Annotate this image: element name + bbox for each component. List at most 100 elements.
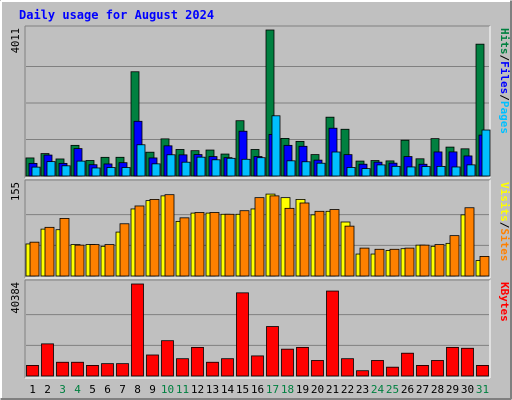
day-label-3: 3	[59, 383, 66, 396]
bar-sites-day-2	[44, 226, 55, 277]
day-label-19: 19	[296, 383, 309, 396]
bar-kbytes-day-2	[41, 343, 54, 377]
day-label-16: 16	[251, 383, 264, 396]
bar-kbytes-day-27	[416, 365, 429, 377]
bar-kbytes-day-11	[176, 358, 189, 377]
axis-max-label: 155	[10, 182, 22, 201]
bar-pages-day-24	[376, 164, 386, 177]
bar-sites-day-11	[179, 217, 190, 277]
bar-pages-day-8	[136, 144, 146, 177]
day-label-22: 22	[341, 383, 354, 396]
bar-pages-day-22	[346, 167, 356, 177]
bar-pages-day-4	[76, 160, 86, 177]
bar-kbytes-day-3	[56, 361, 69, 377]
panel-visits-sites: 155 Visits/Sites	[10, 179, 511, 279]
bar-kbytes-day-12	[191, 346, 204, 377]
bar-sites-day-23	[359, 247, 370, 277]
bar-kbytes-day-29	[446, 346, 459, 377]
bar-kbytes-day-6	[101, 363, 114, 377]
bar-kbytes-day-7	[116, 363, 129, 377]
legend-entry: /	[498, 55, 511, 62]
bar-pages-day-12	[196, 156, 206, 177]
bar-kbytes-day-4	[71, 361, 84, 377]
day-label-31: 31	[476, 383, 489, 396]
day-label-5: 5	[89, 383, 96, 396]
axis-max-label: 40384	[10, 282, 22, 314]
bar-sites-day-17	[269, 195, 280, 277]
bar-kbytes-day-24	[371, 360, 384, 377]
bar-kbytes-day-25	[386, 366, 399, 377]
bar-pages-day-30	[466, 164, 476, 177]
day-label-25: 25	[386, 383, 399, 396]
bar-sites-day-21	[329, 209, 340, 277]
bar-pages-day-18	[286, 160, 296, 177]
legend-entry: /	[498, 222, 511, 229]
day-label-6: 6	[104, 383, 111, 396]
bar-pages-day-25	[391, 165, 401, 177]
series-kbytes	[26, 283, 489, 377]
bar-kbytes-day-21	[326, 290, 339, 377]
bar-sites-day-12	[194, 212, 205, 277]
bar-pages-day-29	[451, 166, 461, 177]
bar-sites-day-16	[254, 197, 265, 277]
legend: KBytes	[498, 282, 511, 322]
bar-sites-day-22	[344, 225, 355, 277]
day-label-12: 12	[191, 383, 204, 396]
day-labels: 1 2 3 4 5 6 7 8 9 10 11 12 13 14 15 16 17 18 19 20 21 22 23 24 2…	[29, 383, 489, 396]
bar-sites-day-19	[299, 202, 310, 277]
bar-sites-day-5	[89, 244, 100, 277]
day-label-7: 7	[119, 383, 126, 396]
bar-kbytes-day-23	[356, 370, 369, 377]
bar-kbytes-day-5	[86, 365, 99, 377]
legend: Hits/Files/Pages	[498, 28, 511, 134]
bar-kbytes-day-13	[206, 361, 219, 377]
day-label-24: 24	[371, 383, 385, 396]
bar-kbytes-day-28	[431, 360, 444, 377]
bar-kbytes-day-26	[401, 352, 414, 377]
bar-sites-day-20	[314, 210, 325, 277]
day-label-27: 27	[416, 383, 429, 396]
legend-text: Hits/Files/Pages	[498, 28, 511, 134]
bar-sites-day-10	[164, 194, 175, 277]
bar-pages-day-11	[181, 161, 191, 177]
day-label-18: 18	[281, 383, 294, 396]
legend-entry: Visits	[498, 182, 511, 222]
bar-kbytes-day-31	[476, 365, 489, 377]
day-label-8: 8	[134, 383, 141, 396]
day-label-29: 29	[446, 383, 459, 396]
bar-kbytes-day-17	[266, 326, 279, 377]
bar-pages-day-7	[121, 167, 131, 177]
bar-sites-day-6	[104, 244, 115, 277]
bar-sites-day-31	[479, 256, 490, 277]
panels-layer: 4011 Hits/Files/Pages 155 Visits/Sites 40384…	[10, 25, 511, 379]
day-label-23: 23	[356, 383, 369, 396]
bar-kbytes-day-20	[311, 360, 324, 377]
bar-kbytes-day-9	[146, 354, 159, 377]
day-label-10: 10	[161, 383, 174, 396]
legend: Visits/Sites	[498, 182, 511, 262]
panel-kbytes: 40384 KBytes	[10, 279, 511, 379]
day-label-1: 1	[29, 383, 36, 396]
day-label-20: 20	[311, 383, 324, 396]
bar-kbytes-day-18	[281, 348, 294, 377]
bar-sites-day-4	[74, 244, 85, 277]
bar-pages-day-10	[166, 154, 176, 177]
day-label-28: 28	[431, 383, 444, 396]
bar-pages-day-26	[406, 166, 416, 177]
bar-pages-day-2	[46, 161, 56, 177]
day-label-17: 17	[266, 383, 279, 396]
legend-entry: Files	[498, 61, 511, 94]
bar-pages-day-13	[211, 159, 221, 177]
bar-pages-day-31	[481, 129, 491, 177]
bar-pages-day-21	[331, 151, 341, 177]
bar-pages-day-27	[421, 166, 431, 177]
day-label-30: 30	[461, 383, 474, 396]
series-sites	[29, 194, 490, 277]
bar-pages-day-20	[316, 162, 326, 177]
bar-pages-day-28	[436, 165, 446, 177]
bar-kbytes-day-22	[341, 358, 354, 377]
day-label-14: 14	[221, 383, 235, 396]
axis-max-label: 4011	[10, 28, 22, 53]
bar-sites-day-25	[389, 248, 400, 277]
